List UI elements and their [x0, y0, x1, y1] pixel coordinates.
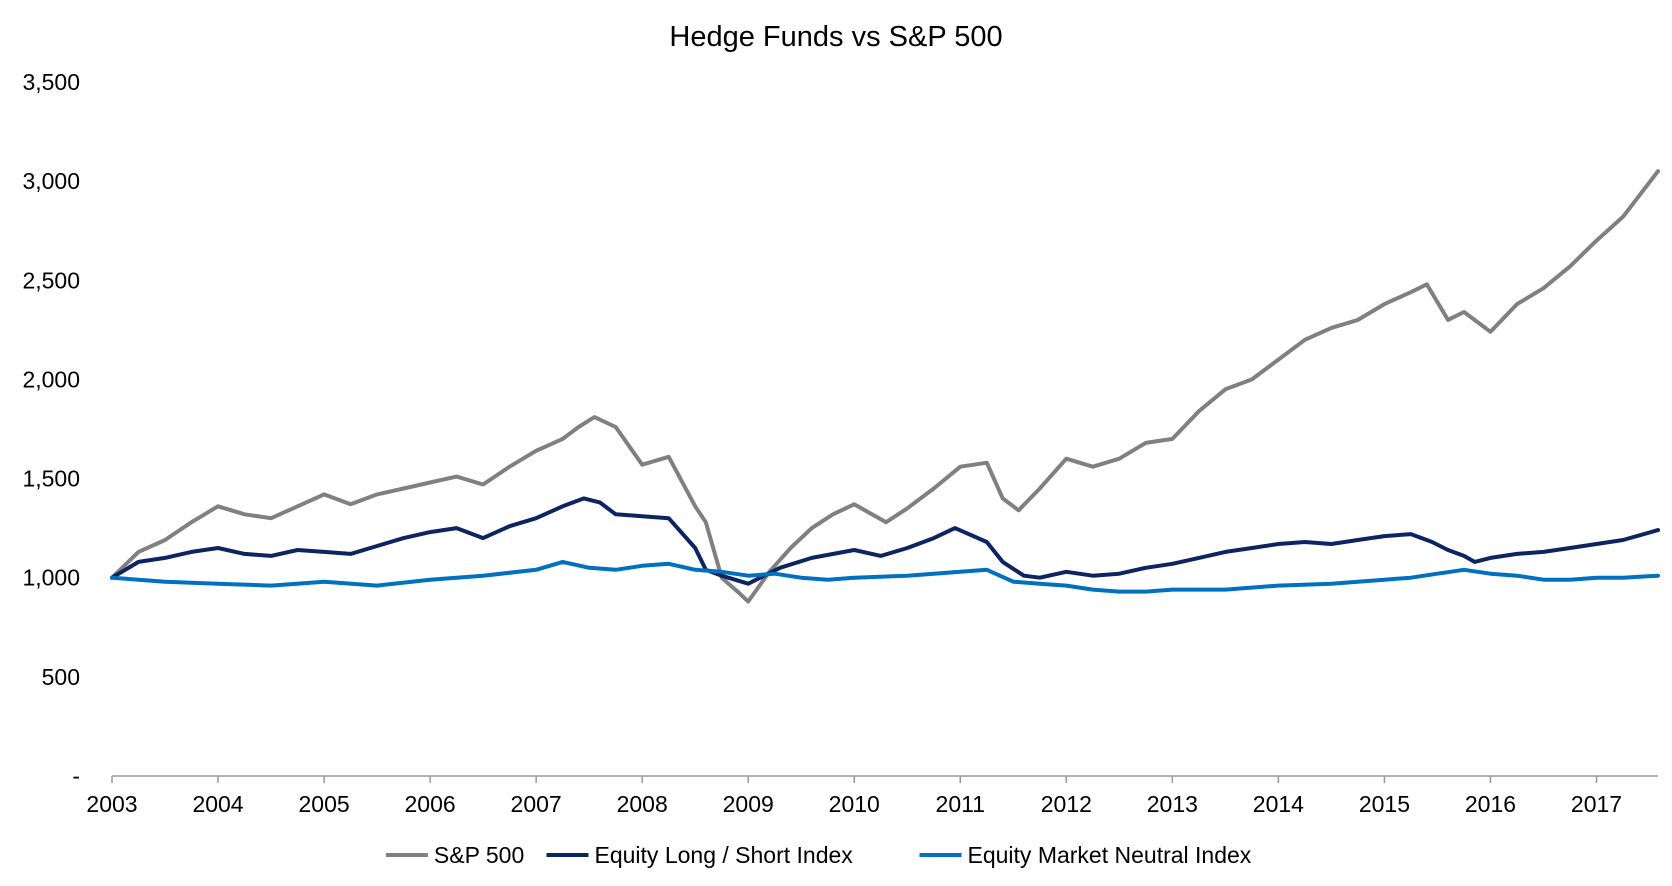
x-tick-label: 2010	[829, 791, 880, 817]
series-line-2	[110, 496, 1660, 586]
x-tick-label: 2017	[1571, 791, 1622, 817]
y-tick-label: 3,500	[22, 69, 80, 95]
y-tick-label: 1,000	[22, 565, 80, 591]
series-line-3	[110, 559, 1660, 594]
y-tick-label: 2,000	[22, 366, 80, 392]
series-lines	[110, 169, 1660, 604]
legend-item-1: S&P 500	[385, 842, 524, 868]
x-tick-label: 2005	[298, 791, 349, 817]
x-tick-label: 2006	[405, 791, 456, 817]
x-tick-label: 2009	[723, 791, 774, 817]
legend-label: Equity Market Neutral Index	[968, 842, 1252, 868]
x-tick-label: 2003	[86, 791, 137, 817]
y-tick-label: 1,500	[22, 466, 80, 492]
legend: S&P 500 Equity Long / Short Index Equity M…	[385, 842, 1252, 868]
legend-item-3: Equity Market Neutral Index	[919, 842, 1252, 868]
chart-title: Hedge Funds vs S&P 500	[669, 21, 1002, 53]
x-tick-label: 2015	[1359, 791, 1410, 817]
x-tick-label: 2014	[1253, 791, 1304, 817]
y-tick-label: 500	[42, 664, 80, 690]
y-tick-label: -	[72, 763, 80, 789]
y-tick-label: 2,500	[22, 267, 80, 293]
legend-item-2: Equity Long / Short Index	[546, 842, 854, 868]
x-tick-label: 2008	[617, 791, 668, 817]
x-tick-label: 2012	[1041, 791, 1092, 817]
x-tick-label: 2013	[1147, 791, 1198, 817]
x-tick-label: 2016	[1465, 791, 1516, 817]
x-tick-label: 2004	[192, 791, 243, 817]
x-tick-label: 2011	[936, 791, 985, 817]
x-tick-label: 2007	[511, 791, 562, 817]
y-axis-tick-labels: - 500 1,000 1,500 2,000 2,500 3,000 3,500	[22, 69, 80, 789]
legend-label: S&P 500	[434, 842, 524, 868]
series-line-1	[110, 169, 1660, 604]
y-tick-label: 3,000	[22, 168, 80, 194]
legend-label: Equity Long / Short Index	[595, 842, 854, 868]
x-axis: 2003 2004 2005 2006 2007 2008 2009 2010 2011 2012…	[86, 775, 1658, 817]
